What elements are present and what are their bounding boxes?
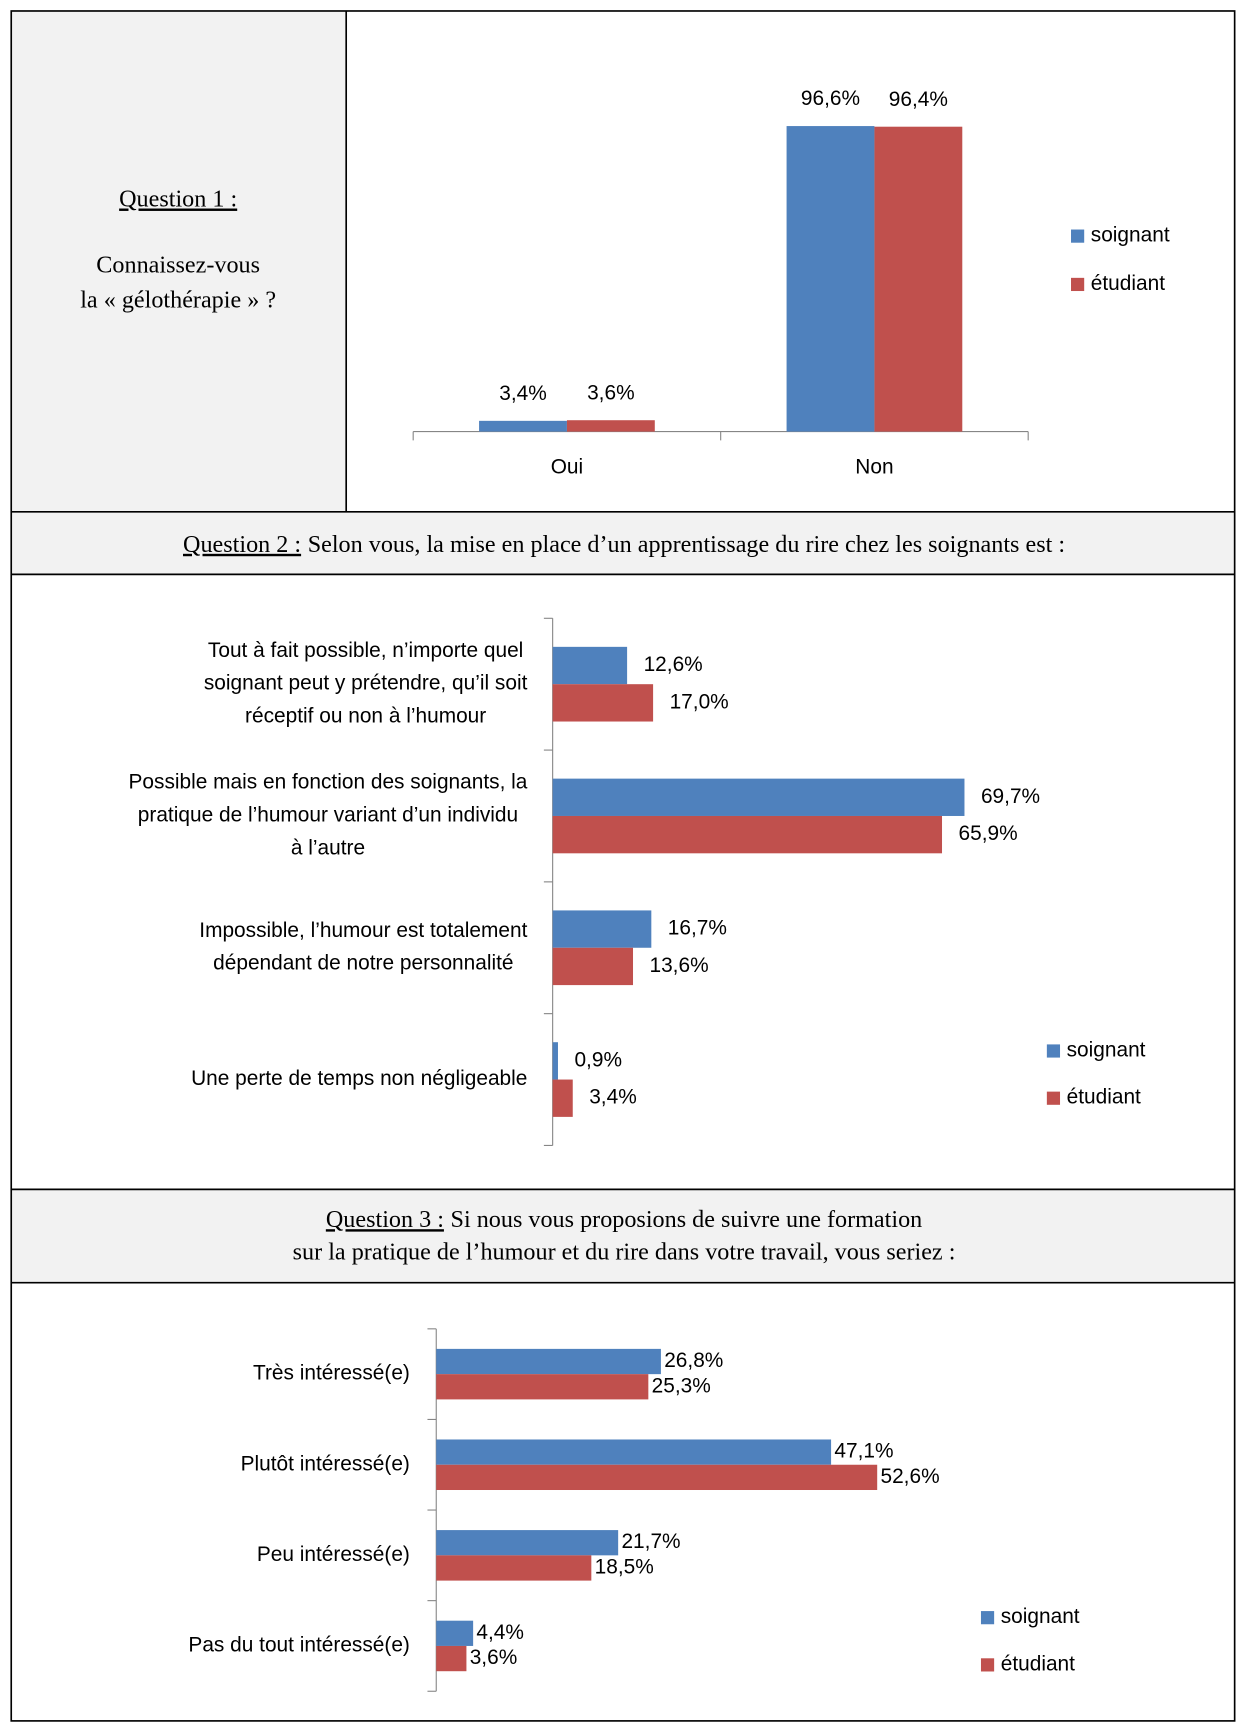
- bar: [552, 684, 654, 722]
- bar: [786, 126, 875, 432]
- y-tick-label: Possible mais en fonction des soignants,…: [129, 771, 528, 794]
- bar: [552, 1042, 558, 1080]
- bar: [436, 1374, 649, 1400]
- bar: [552, 815, 943, 854]
- data-label: 16,7%: [668, 917, 727, 940]
- data-label: 4,4%: [476, 1621, 524, 1644]
- data-label: 18,5%: [595, 1555, 654, 1578]
- data-label: 3,4%: [499, 382, 547, 405]
- legend-swatch: [1071, 229, 1085, 243]
- y-tick-label: Plutôt intéressé(e): [241, 1452, 410, 1475]
- data-label: 17,0%: [670, 690, 729, 713]
- category-label: Peu intéressé(e): [257, 1543, 410, 1566]
- x-tick-label: Non: [855, 455, 893, 478]
- legend-swatch: [1046, 1091, 1061, 1105]
- question-text: Si nous vous proposions de suivre une fo…: [451, 1206, 923, 1233]
- y-tick-label: Impossible, l’humour est totalement: [199, 919, 527, 942]
- bar: [552, 947, 634, 986]
- bar: [566, 420, 655, 432]
- category-label: Plutôt intéressé(e): [241, 1452, 410, 1475]
- question-text: Connaissez-vous: [96, 251, 260, 278]
- category-label: Pas du tout intéressé(e): [188, 1633, 409, 1656]
- category-label: Tout à fait possible, n’importe quel soig…: [204, 639, 528, 728]
- legend-swatch: [980, 1611, 995, 1625]
- bar: [552, 910, 652, 948]
- bar: [552, 1079, 573, 1117]
- y-tick-label: Tout à fait possible, n’importe quel: [208, 639, 523, 662]
- bar: [436, 1645, 467, 1672]
- legend-swatch: [1046, 1044, 1061, 1058]
- data-label: 96,4%: [889, 88, 948, 111]
- y-tick-label: à l’autre: [291, 836, 365, 859]
- legend-label: soignant: [1001, 1605, 1080, 1628]
- x-tick-label: Oui: [551, 455, 583, 478]
- legend-swatch: [980, 1658, 995, 1672]
- legend-swatch: [1071, 277, 1085, 292]
- bar: [552, 646, 628, 685]
- y-tick-label: Pas du tout intéressé(e): [188, 1633, 409, 1656]
- bar: [874, 126, 963, 432]
- data-label: 3,6%: [587, 381, 635, 404]
- legend-label: étudiant: [1067, 1086, 1141, 1109]
- data-label: 47,1%: [834, 1440, 893, 1463]
- data-label: 52,6%: [880, 1465, 939, 1488]
- legend-label: étudiant: [1001, 1652, 1075, 1675]
- data-label: 12,6%: [644, 653, 703, 676]
- category-label: Impossible, l’humour est totalement dépen…: [199, 919, 527, 975]
- bar: [436, 1464, 878, 1491]
- bar: [436, 1530, 619, 1556]
- data-label: 25,3%: [652, 1374, 711, 1397]
- data-label: 26,8%: [664, 1349, 723, 1372]
- bar: [479, 420, 567, 432]
- category-label: Possible mais en fonction des soignants,…: [129, 771, 528, 860]
- data-label: 13,6%: [649, 954, 708, 977]
- question-cell: [11, 1189, 1236, 1283]
- bar: [436, 1348, 661, 1375]
- data-label: 0,9%: [574, 1048, 622, 1071]
- bar: [436, 1439, 832, 1465]
- y-tick-label: pratique de l’humour variant d’un indivi…: [138, 803, 518, 826]
- y-tick-label: Peu intéressé(e): [257, 1543, 410, 1566]
- category-label: Une perte de temps non négligeable: [191, 1067, 527, 1090]
- question-text: la « gélothérapie » ?: [80, 287, 276, 314]
- question-cell: [11, 511, 1236, 575]
- data-label: 65,9%: [958, 822, 1017, 845]
- question-line: Question 2 : Selon vous, la mise en place…: [183, 530, 1065, 557]
- question-label: Question 3 :: [326, 1206, 444, 1233]
- bar: [552, 778, 965, 816]
- y-tick-label: Très intéressé(e): [253, 1362, 410, 1385]
- data-label: 3,4%: [589, 1086, 637, 1109]
- table-borders: [10, 10, 1236, 1722]
- question-label: Question 1 :: [119, 186, 237, 213]
- question-cell: [11, 10, 347, 512]
- data-label: 21,7%: [621, 1530, 680, 1553]
- question-text: Selon vous, la mise en place d’un appren…: [308, 530, 1065, 557]
- y-tick-label: dépendant de notre personnalité: [213, 952, 513, 975]
- category-label: Très intéressé(e): [253, 1362, 410, 1385]
- data-label: 3,6%: [470, 1646, 518, 1669]
- question-line: Question 3 : Si nous vous proposions de s…: [326, 1206, 922, 1233]
- bar: [436, 1620, 474, 1646]
- y-tick-label: soignant peut y prétendre, qu’il soit: [204, 672, 528, 695]
- bar: [436, 1555, 592, 1581]
- question-text: sur la pratique de l’humour et du rire d…: [293, 1239, 956, 1266]
- legend-label: soignant: [1067, 1039, 1146, 1062]
- y-tick-label: réceptif ou non à l’humour: [245, 705, 486, 728]
- legend-label: soignant: [1091, 224, 1170, 247]
- legend-label: étudiant: [1091, 272, 1165, 295]
- data-label: 96,6%: [801, 87, 860, 110]
- data-label: 69,7%: [981, 785, 1040, 808]
- y-tick-label: Une perte de temps non négligeable: [191, 1067, 527, 1090]
- question-label: Question 2 :: [183, 530, 301, 557]
